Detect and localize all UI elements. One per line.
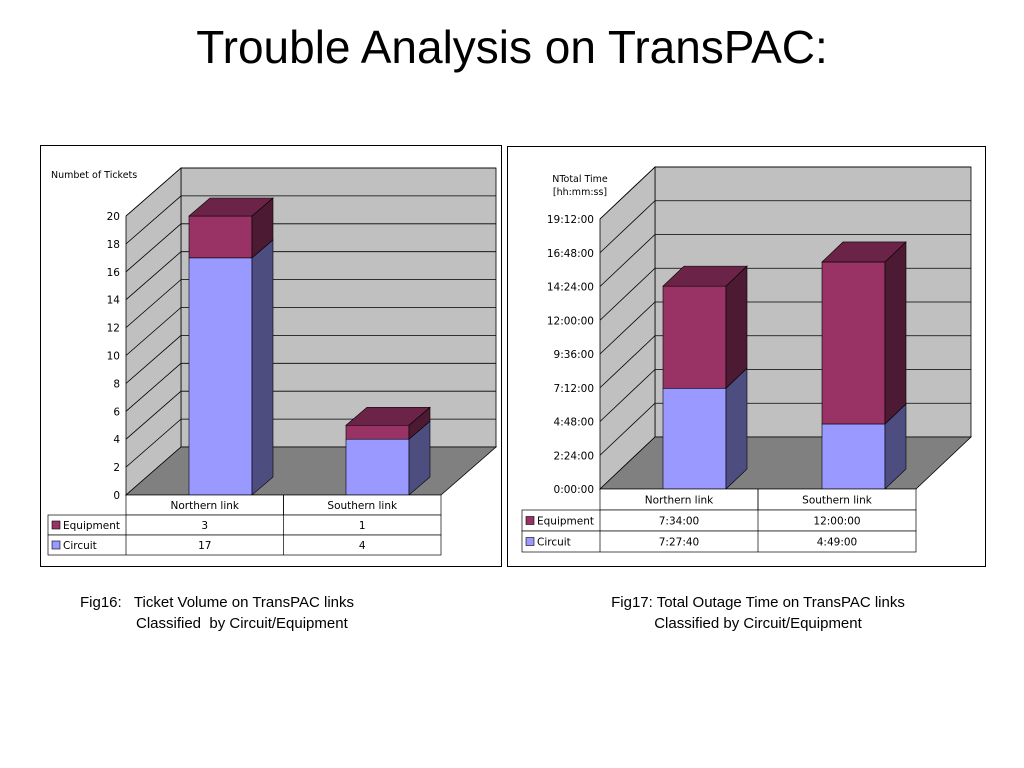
y-tick-label: 20 (107, 211, 120, 223)
bar-circuit-southern (345, 438, 410, 496)
gridline (599, 200, 971, 254)
y-tick-label: 14:24:00 (547, 282, 594, 294)
bar-side-face (251, 239, 274, 496)
y-tick-label: 18 (107, 239, 120, 251)
table-value: 4:49:00 (817, 537, 857, 549)
table-value: 7:27:40 (659, 537, 699, 549)
bar-circuit-southern (821, 423, 886, 490)
y-tick-label: 4 (113, 434, 120, 446)
bar-side-face (725, 367, 748, 490)
gridline (125, 362, 496, 412)
y-axis-title: [hh:mm:ss] (553, 187, 607, 198)
y-tick-label: 19:12:00 (547, 214, 594, 226)
legend-swatch-equipment (525, 516, 535, 525)
gridline (125, 251, 496, 301)
table-value: 3 (201, 520, 208, 532)
legend-label-circuit: Circuit (63, 540, 97, 552)
table-value: 12:00:00 (813, 516, 860, 528)
y-tick-label: 12 (107, 323, 120, 335)
gridline (125, 195, 496, 245)
y-tick-label: 16:48:00 (547, 248, 594, 260)
bar-top-face (821, 241, 907, 263)
bar-top-face (662, 265, 748, 287)
fig17-caption: Fig17: Total Outage Time on TransPAC lin… (588, 592, 928, 634)
y-tick-label: 6 (113, 406, 120, 418)
y-tick-label: 8 (113, 378, 120, 390)
fig16-caption-line1: Fig16: Ticket Volume on TransPAC links (80, 594, 355, 611)
bar-side-face (884, 241, 907, 425)
y-tick-label: 12:00:00 (547, 315, 594, 327)
bar-equipment-southern (821, 261, 886, 425)
legend-label-equipment: Equipment (537, 516, 594, 528)
table-row (47, 534, 442, 556)
y-tick-label: 2 (113, 462, 120, 474)
y-tick-label: 9:36:00 (554, 349, 594, 361)
floor (598, 436, 973, 490)
table-category-label: Northern link (170, 500, 239, 512)
y-axis-title: NTotal Time (552, 174, 608, 185)
y-tick-label: 7:12:00 (554, 383, 594, 395)
bar-top-face (188, 197, 274, 217)
y-axis-title: Numbet of Tickets (51, 170, 137, 181)
table-value: 17 (198, 540, 211, 552)
table-category-label: Southern link (327, 500, 398, 512)
gridline (125, 223, 496, 273)
table-value: 1 (359, 520, 366, 532)
gridline (599, 166, 971, 220)
legend-swatch-equipment (51, 520, 61, 530)
y-tick-label: 10 (107, 351, 120, 363)
fig16-caption-line2: Classified by Circuit/Equipment (136, 615, 348, 632)
bar-equipment-northern (662, 285, 727, 389)
bar-equipment-southern (345, 424, 410, 440)
y-tick-label: 4:48:00 (554, 417, 594, 429)
legend-label-equipment: Equipment (63, 520, 120, 532)
gridline (125, 390, 496, 440)
gridline (125, 334, 496, 384)
table-category-label: Northern link (645, 495, 714, 507)
fig16-caption: Fig16: Ticket Volume on TransPAC links C… (80, 592, 440, 634)
bar-circuit-northern (188, 257, 253, 496)
bar-circuit-northern (662, 387, 727, 490)
bar-side-face (725, 265, 748, 389)
fig17-caption-line2: Classified by Circuit/Equipment (654, 615, 862, 632)
table-row (521, 530, 917, 553)
outage-time-chart-panel: 0:00:00 2:24:00 4:48:00 7:12:00 9:36:00 12:00… (507, 146, 986, 567)
table-value: 4 (359, 540, 366, 552)
y-tick-label: 0 (113, 490, 120, 502)
table-value: 7:34:00 (659, 516, 699, 528)
legend-swatch-circuit (51, 540, 61, 550)
gridline (125, 167, 496, 217)
y-tick-label: 2:24:00 (554, 450, 594, 462)
outage-time-chart: 0:00:00 2:24:00 4:48:00 7:12:00 9:36:00 12:00… (521, 166, 973, 553)
gridline (125, 307, 496, 356)
bar-equipment-northern (188, 215, 253, 259)
table-category-label: Southern link (802, 495, 873, 507)
bar-top-face (345, 406, 431, 426)
slide-title: Trouble Analysis on TransPAC: (196, 21, 828, 73)
y-tick-label: 14 (107, 295, 121, 307)
y-tick-label: 16 (107, 267, 121, 279)
gridline (599, 234, 971, 287)
ticket-volume-chart-panel: 0 2 4 6 8 10 12 14 16 18 20 Numbet of Tickets Northe… (40, 145, 502, 567)
gridline (125, 279, 496, 328)
floor (124, 446, 498, 496)
legend-swatch-circuit (525, 537, 535, 546)
y-tick-label: 0:00:00 (554, 484, 594, 496)
fig17-caption-line1: Fig17: Total Outage Time on TransPAC lin… (611, 594, 905, 611)
legend-label-circuit: Circuit (537, 537, 571, 549)
